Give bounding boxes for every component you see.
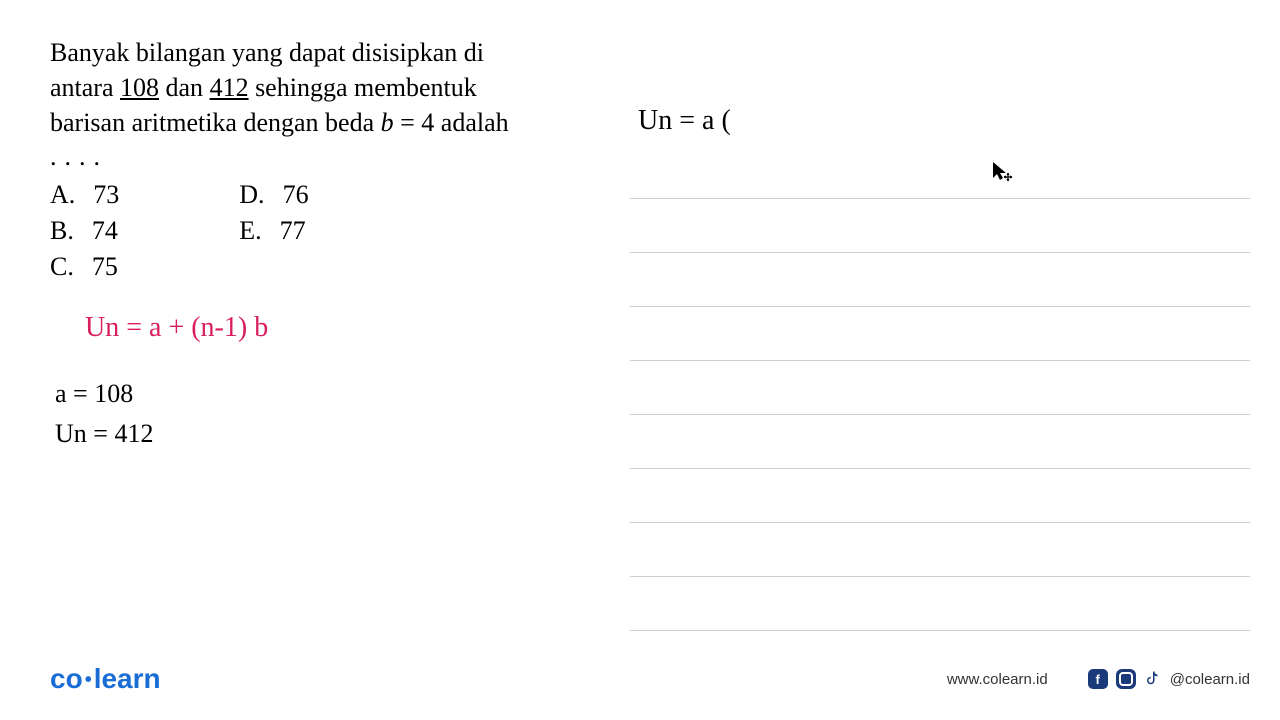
option-d: D.76 [239, 180, 308, 210]
logo-dot: • [85, 669, 92, 691]
instagram-icon [1116, 669, 1136, 689]
logo-co: co [50, 663, 83, 694]
tiktok-icon [1144, 669, 1162, 689]
q-line3b: = 4 adalah [394, 108, 509, 137]
paper-line [630, 577, 1250, 631]
paper-line [630, 523, 1250, 577]
logo: co•learn [50, 663, 161, 695]
option-c: C.75 [50, 252, 119, 282]
q-line3a: barisan aritmetika dengan beda [50, 108, 381, 137]
paper-line [630, 253, 1250, 307]
options-col-2: D.76 E.77 [239, 180, 308, 282]
paper-line [630, 199, 1250, 253]
options-col-1: A.73 B.74 C.75 [50, 180, 119, 282]
q-line2b: dan [159, 73, 210, 102]
paper-line [630, 469, 1250, 523]
footer-right: www.colearn.id f @colearn.id [947, 669, 1250, 689]
option-a: A.73 [50, 180, 119, 210]
logo-learn: learn [94, 663, 161, 694]
footer: co•learn www.colearn.id f @colearn.id [50, 663, 1250, 695]
right-formula: Un = a ( [638, 105, 1250, 137]
q-line1: Banyak bilangan yang dapat disisipkan di [50, 38, 484, 67]
option-e: E.77 [239, 216, 308, 246]
q-num1: 108 [120, 73, 159, 102]
right-panel: Un = a ( [630, 105, 1250, 631]
question-text: Banyak bilangan yang dapat disisipkan di… [50, 35, 550, 140]
footer-handle: @colearn.id [1170, 671, 1250, 688]
paper-line [630, 307, 1250, 361]
paper-line [630, 415, 1250, 469]
q-num2: 412 [210, 73, 249, 102]
paper-line [630, 361, 1250, 415]
facebook-icon: f [1088, 669, 1108, 689]
q-line2a: antara [50, 73, 120, 102]
footer-url: www.colearn.id [947, 671, 1048, 688]
footer-socials: f @colearn.id [1088, 669, 1250, 689]
q-b: b [381, 108, 394, 137]
option-b: B.74 [50, 216, 119, 246]
lined-paper [630, 145, 1250, 631]
cursor-icon [991, 160, 1015, 184]
paper-line [630, 145, 1250, 199]
q-line2c: sehingga membentuk [249, 73, 477, 102]
